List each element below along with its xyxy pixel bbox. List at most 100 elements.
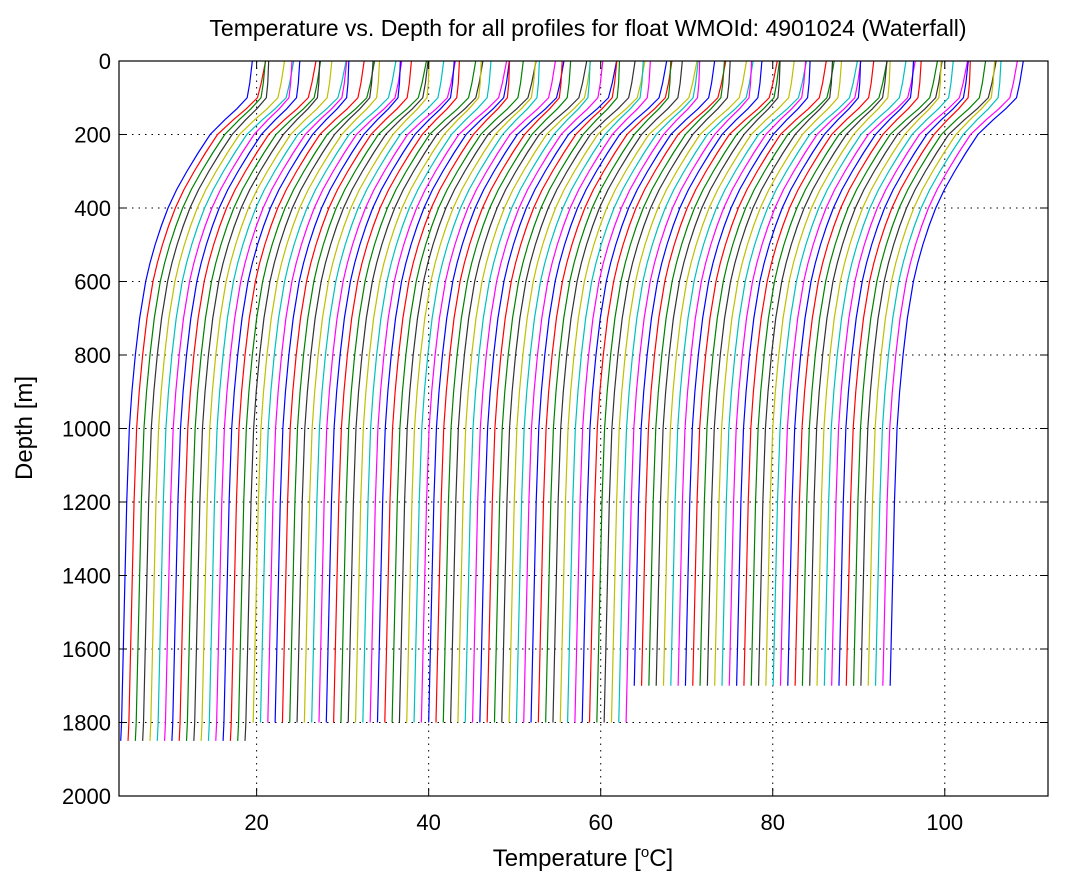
profile-line [794, 61, 922, 686]
x-tick-label: 20 [244, 810, 268, 835]
profile-line [428, 61, 565, 723]
profile-line [215, 61, 348, 741]
profile-line [244, 61, 374, 741]
profile-line [618, 61, 754, 723]
profile-line [537, 61, 673, 723]
profile-line [845, 61, 971, 686]
profile-line [809, 61, 943, 686]
profile-line [369, 61, 508, 723]
profile-line [333, 61, 461, 723]
profile-line [640, 61, 778, 686]
profile-line [347, 61, 484, 723]
profile-line [384, 61, 511, 723]
profile-line [450, 61, 588, 723]
profile-line [318, 61, 456, 723]
profile-line [699, 61, 835, 686]
profile-line [736, 61, 862, 686]
profile-line [552, 61, 683, 723]
chart-title: Temperature vs. Depth for all profiles f… [209, 15, 966, 41]
y-tick-label: 400 [74, 196, 111, 221]
x-tick-label: 40 [416, 810, 440, 835]
profile-line [457, 61, 592, 723]
x-tick-label: 60 [588, 810, 612, 835]
profile-line [149, 61, 286, 741]
profile-line [625, 61, 753, 723]
profile-line [706, 61, 834, 686]
profile-line [831, 61, 969, 686]
y-tick-label: 1400 [62, 564, 111, 589]
y-tick-label: 1800 [62, 711, 111, 736]
y-tick-label: 1200 [62, 490, 111, 515]
y-tick-label: 200 [74, 123, 111, 148]
profile-line [501, 61, 636, 723]
profile-line [530, 61, 668, 723]
profile-line [874, 61, 1002, 686]
profile-line [303, 61, 430, 723]
profile-line [801, 61, 939, 686]
profile-line [222, 61, 350, 741]
x-axis-label-unit: C] [649, 845, 673, 872]
profile-line [185, 61, 322, 741]
profile-line [362, 61, 492, 723]
x-tick-label: 80 [760, 810, 784, 835]
profile-line [127, 61, 267, 741]
profile-line [823, 61, 954, 686]
profile-line [340, 61, 477, 723]
profile-line [289, 61, 428, 723]
profile-line [296, 61, 429, 723]
profile-line [493, 61, 621, 723]
profile-line [120, 61, 253, 741]
profile-line [779, 61, 916, 686]
profile-line [406, 61, 537, 723]
profile-line [134, 61, 267, 741]
profile-line [274, 61, 401, 723]
profile-line [750, 61, 888, 686]
profile-line [267, 61, 403, 723]
profile-line [662, 61, 795, 686]
profile-line [193, 61, 321, 741]
profile-line [566, 61, 699, 723]
x-axis-label-superscript: o [641, 844, 649, 861]
profile-line [882, 61, 1018, 686]
profile-line [156, 61, 295, 741]
profile-line [486, 61, 618, 723]
profile-line [692, 61, 827, 686]
profile-line [200, 61, 333, 741]
grid [119, 61, 1048, 796]
profile-line [398, 61, 537, 723]
profile-line [435, 61, 563, 723]
profile-line [728, 61, 862, 686]
y-tick-label: 1000 [62, 417, 111, 442]
profile-line [588, 61, 727, 723]
profile-line [684, 61, 811, 686]
y-tick-label: 800 [74, 343, 111, 368]
profile-line [772, 61, 907, 686]
profile-line [171, 61, 301, 741]
profile-line [853, 61, 987, 686]
profile-line [442, 61, 572, 723]
profile-line [545, 61, 672, 723]
profile-line [229, 61, 365, 741]
profile-line [714, 61, 843, 686]
profile-line [648, 61, 781, 686]
profile-line [581, 61, 716, 723]
profile-line [515, 61, 644, 723]
profile-line [816, 61, 942, 686]
profile-line [281, 61, 413, 723]
profiles [120, 61, 1024, 741]
profile-line [354, 61, 482, 723]
y-tick-label: 600 [74, 270, 111, 295]
profile-line [325, 61, 455, 723]
x-axis-label-main: Temperature [ [493, 845, 641, 872]
profile-line [376, 61, 510, 723]
profile-line [596, 61, 726, 723]
profile-line [655, 61, 781, 686]
profile-line [237, 61, 376, 741]
profile-line [765, 61, 891, 686]
x-tick-label: 100 [926, 810, 963, 835]
profile-line [508, 61, 646, 723]
y-tick-label: 0 [99, 49, 111, 74]
profile-line [574, 61, 701, 723]
profile-line [838, 61, 969, 686]
